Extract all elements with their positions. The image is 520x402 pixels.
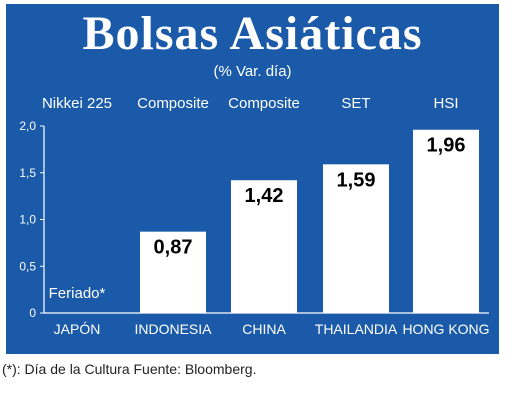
- category-label: CHINA: [242, 321, 286, 337]
- category-label: HONG KONG: [402, 321, 489, 337]
- index-label: Composite: [137, 95, 209, 112]
- bar: [140, 231, 206, 313]
- annotation-feriado: Feriado*: [49, 285, 106, 302]
- data-label: 1,42: [245, 185, 284, 207]
- chart-title: Bolsas Asiáticas: [82, 7, 423, 60]
- index-label: Nikkei 225: [42, 95, 112, 112]
- index-label: SET: [341, 95, 370, 112]
- category-label: THAILANDIA: [315, 321, 398, 337]
- category-label: INDONESIA: [134, 321, 212, 337]
- footnote: (*): Día de la Cultura Fuente: Bloomberg…: [2, 361, 257, 377]
- data-label: 1,59: [337, 169, 376, 191]
- y-tick-label: 1,5: [19, 166, 36, 180]
- index-label: HSI: [433, 95, 458, 112]
- data-label: 1,96: [427, 135, 466, 157]
- y-tick-label: 2,0: [19, 119, 36, 133]
- chart-subtitle: (% Var. día): [213, 63, 292, 80]
- y-tick-label: 0,5: [19, 259, 36, 273]
- y-tick-label: 0: [29, 306, 36, 320]
- data-label: 0,87: [154, 237, 193, 259]
- index-label: Composite: [228, 95, 300, 112]
- bar: [231, 180, 297, 313]
- bar: [323, 164, 389, 313]
- bar: [413, 129, 479, 313]
- category-label: JAPÓN: [54, 321, 101, 337]
- y-tick-label: 1,0: [19, 213, 36, 227]
